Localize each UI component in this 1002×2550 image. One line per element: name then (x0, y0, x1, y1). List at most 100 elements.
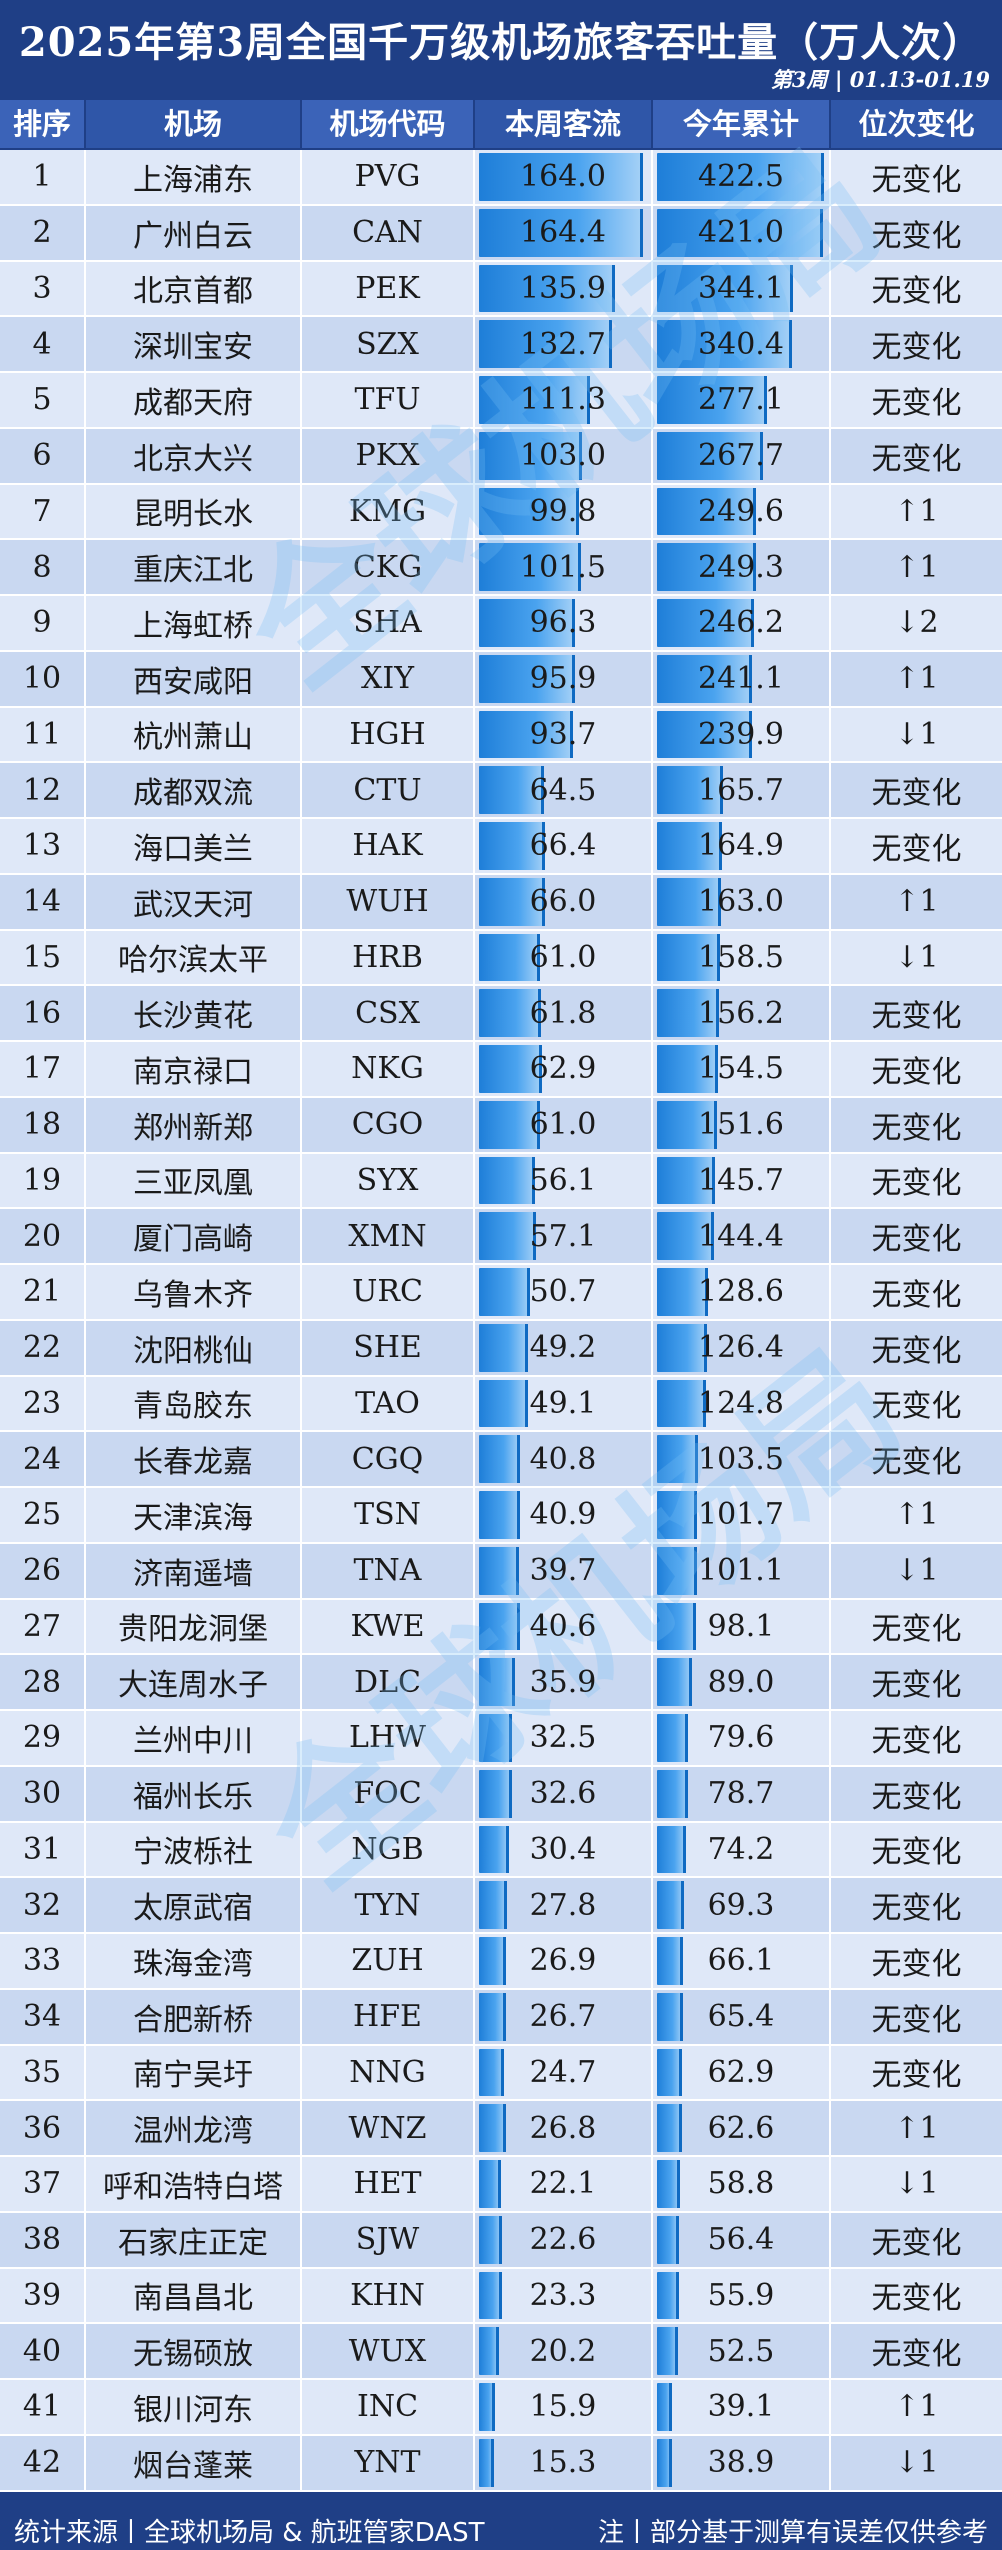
weekly-traffic-cell: 49.2 (475, 1320, 653, 1375)
weekly-traffic-cell: 49.1 (475, 1376, 653, 1431)
rank-change-cell: 无变化 (831, 1934, 1002, 1988)
rank-change-cell-text: 无变化 (871, 1110, 962, 1146)
rank-change-cell: 无变化 (831, 986, 1002, 1040)
table-row: 5 成都天府 TFU 111.3 277.1 无变化 (0, 373, 1002, 429)
airport-code-cell-text: XIY (360, 661, 414, 697)
cumulative-traffic-cell-bar (657, 2438, 673, 2487)
airport-name-cell-text: 北京大兴 (133, 441, 253, 477)
airport-code-cell-text: NKG (351, 1051, 424, 1087)
rank-cell: 16 (0, 986, 86, 1040)
airport-code-cell: NNG (302, 2045, 475, 2100)
rank-change-cell: 无变化 (831, 150, 1002, 204)
cumulative-traffic-cell-bar (657, 1602, 696, 1651)
airport-code-cell: TNA (302, 1543, 475, 1598)
weekly-traffic-cell-bar (479, 2048, 504, 2097)
weekly-traffic-cell-text: 61.8 (529, 995, 597, 1031)
airport-name-cell-text: 乌鲁木齐 (133, 1277, 253, 1313)
cumulative-traffic-cell: 62.9 (653, 2045, 831, 2100)
airport-name-cell-text: 珠海金湾 (133, 1946, 253, 1982)
cumulative-traffic-cell-text: 145.7 (698, 1162, 784, 1198)
rank-change-cell: ↑1 (831, 2101, 1002, 2155)
weekly-traffic-cell-bar (479, 1379, 529, 1428)
airport-code-cell-text: CKG (352, 549, 423, 585)
column-header-rank: 排序 (0, 100, 86, 148)
weekly-traffic-cell-bar (479, 2160, 502, 2208)
airport-code-cell-text: TFU (354, 382, 421, 418)
airport-code-cell-text: HRB (352, 939, 423, 975)
table-row: 27 贵阳龙洞堡 KWE 40.6 98.1 无变化 (0, 1599, 1002, 1656)
table-row: 34 合肥新桥 HFE 26.7 65.4 无变化 (0, 1989, 1002, 2046)
weekly-traffic-cell: 164.4 (475, 205, 653, 260)
table-row: 21 乌鲁木齐 URC 50.7 128.6 无变化 (0, 1265, 1002, 1321)
cumulative-traffic-cell: 165.7 (653, 763, 831, 817)
table-row: 19 三亚凤凰 SYX 56.1 145.7 无变化 (0, 1153, 1002, 1210)
cumulative-traffic-cell: 101.7 (653, 1488, 831, 1542)
weekly-traffic-cell-text: 62.9 (529, 1051, 597, 1087)
airport-name-cell: 兰州中川 (86, 1711, 302, 1765)
cumulative-traffic-cell: 66.1 (653, 1934, 831, 1988)
airport-name-cell-text: 哈尔滨太平 (118, 943, 268, 979)
rank-cell: 11 (0, 707, 86, 762)
cumulative-traffic-cell-bar (657, 376, 767, 424)
cumulative-traffic-cell-bar (657, 1156, 715, 1205)
rank-cell-text: 35 (22, 2054, 62, 2090)
airport-code-cell-text: WUX (348, 2333, 427, 2369)
rank-cell-text: 40 (22, 2333, 62, 2369)
weekly-traffic-cell-text: 40.9 (529, 1497, 597, 1533)
cumulative-traffic-cell-text: 344.1 (698, 270, 784, 306)
rank-cell-text: 11 (22, 716, 62, 752)
cumulative-traffic-cell: 38.9 (653, 2435, 831, 2490)
airport-name-cell-text: 福州长乐 (133, 1779, 253, 1815)
cumulative-traffic-cell-text: 164.9 (698, 828, 784, 864)
rank-cell: 36 (0, 2101, 86, 2155)
cumulative-traffic-cell-bar (657, 320, 792, 368)
airport-code-cell-text: URC (352, 1274, 423, 1310)
table-row: 10 西安咸阳 XIY 95.9 241.1 ↑1 (0, 651, 1002, 708)
airport-code-cell-text: HGH (349, 716, 426, 752)
weekly-traffic-cell: 93.7 (475, 707, 653, 762)
weekly-traffic-cell-text: 40.6 (529, 1608, 597, 1644)
rank-change-cell-text: 无变化 (871, 1222, 962, 1258)
airport-name-cell-text: 大连周水子 (118, 1668, 268, 1704)
cumulative-traffic-cell: 144.4 (653, 1209, 831, 1263)
cumulative-traffic-cell: 154.5 (653, 1042, 831, 1096)
cumulative-traffic-cell-text: 101.7 (698, 1497, 784, 1533)
cumulative-traffic-cell-text: 52.5 (707, 2333, 775, 2369)
weekly-traffic-cell-text: 26.7 (529, 1999, 597, 2035)
weekly-traffic-cell-text: 164.0 (520, 159, 606, 195)
weekly-traffic-cell-text: 99.8 (529, 493, 597, 529)
cumulative-traffic-cell: 65.4 (653, 1989, 831, 2044)
weekly-traffic-cell: 40.8 (475, 1432, 653, 1486)
rank-change-cell: 无变化 (831, 1154, 1002, 1208)
rank-cell-text: 20 (22, 1218, 62, 1254)
airport-name-cell: 石家庄正定 (86, 2212, 302, 2267)
airport-code-cell: CGQ (302, 1432, 475, 1486)
airport-code-cell-text: SHE (353, 1330, 422, 1366)
rank-change-cell: 无变化 (831, 1655, 1002, 1709)
cumulative-traffic-cell-bar (657, 1435, 698, 1483)
airport-code-cell: HRB (302, 930, 475, 985)
rank-cell: 33 (0, 1934, 86, 1988)
weekly-traffic-cell-bar (479, 766, 544, 814)
cumulative-traffic-cell: 164.9 (653, 819, 831, 873)
airport-name-cell: 深圳宝安 (86, 317, 302, 371)
weekly-traffic-cell-bar (479, 822, 546, 870)
airport-code-cell-text: KWE (350, 1608, 425, 1644)
weekly-traffic-cell-bar (479, 1714, 512, 1762)
weekly-traffic-cell-text: 93.7 (529, 716, 597, 752)
rank-cell: 40 (0, 2324, 86, 2378)
cumulative-traffic-cell-text: 56.4 (707, 2222, 775, 2258)
table-row: 7 昆明长水 KMG 99.8 249.6 ↑1 (0, 484, 1002, 541)
rank-cell: 24 (0, 1432, 86, 1486)
airport-code-cell-text: SZX (356, 326, 419, 362)
weekly-traffic-cell-bar (479, 487, 579, 536)
airport-name-cell: 大连周水子 (86, 1655, 302, 1709)
table-row: 26 济南遥墙 TNA 39.7 101.1 ↓1 (0, 1543, 1002, 1600)
cumulative-traffic-cell: 58.8 (653, 2157, 831, 2211)
weekly-traffic-cell-text: 56.1 (529, 1162, 597, 1198)
weekly-traffic-cell: 26.8 (475, 2101, 653, 2155)
cumulative-traffic-cell-bar (657, 431, 763, 480)
cumulative-traffic-cell-text: 249.6 (698, 493, 784, 529)
rank-change-cell-text: ↑1 (894, 661, 939, 697)
airport-name-cell-text: 深圳宝安 (133, 330, 253, 366)
